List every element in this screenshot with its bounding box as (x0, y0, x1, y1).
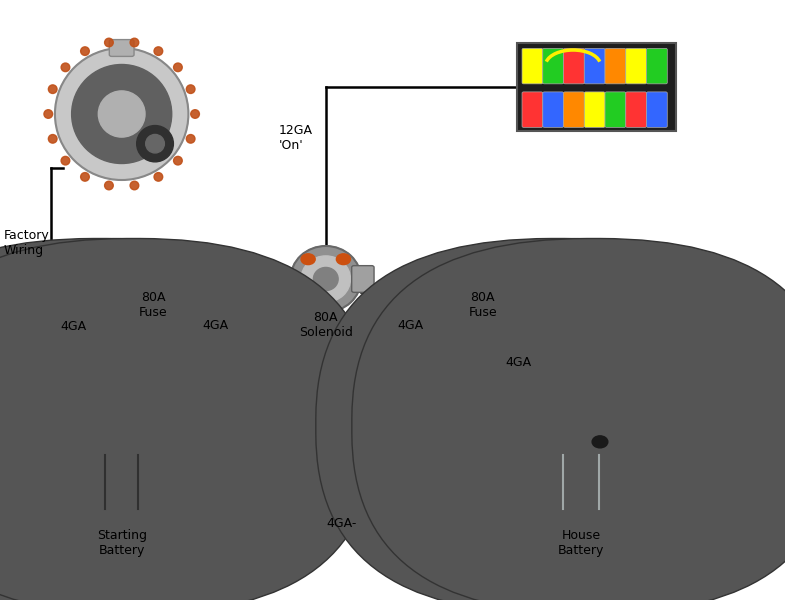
Ellipse shape (146, 134, 164, 153)
FancyBboxPatch shape (0, 238, 375, 600)
FancyBboxPatch shape (584, 49, 605, 84)
FancyBboxPatch shape (522, 49, 542, 84)
Ellipse shape (130, 181, 139, 190)
FancyBboxPatch shape (471, 330, 495, 342)
Ellipse shape (154, 47, 162, 55)
FancyBboxPatch shape (112, 319, 194, 353)
FancyBboxPatch shape (141, 330, 165, 342)
FancyBboxPatch shape (626, 92, 647, 127)
Ellipse shape (130, 38, 139, 47)
Ellipse shape (49, 85, 57, 94)
Ellipse shape (290, 246, 361, 312)
Ellipse shape (154, 173, 162, 181)
FancyBboxPatch shape (564, 49, 584, 84)
FancyBboxPatch shape (352, 238, 785, 600)
Ellipse shape (55, 48, 188, 180)
FancyBboxPatch shape (316, 238, 785, 600)
Ellipse shape (71, 64, 172, 163)
Text: Starting
Battery: Starting Battery (97, 529, 147, 557)
FancyBboxPatch shape (70, 428, 173, 455)
Ellipse shape (98, 91, 145, 137)
Text: 4GA: 4GA (203, 319, 229, 332)
Ellipse shape (49, 134, 57, 143)
FancyBboxPatch shape (564, 92, 584, 127)
FancyBboxPatch shape (352, 266, 374, 292)
Ellipse shape (81, 47, 89, 55)
FancyBboxPatch shape (605, 92, 626, 127)
FancyBboxPatch shape (109, 40, 134, 56)
FancyBboxPatch shape (605, 49, 626, 84)
FancyBboxPatch shape (442, 319, 524, 353)
Ellipse shape (104, 181, 113, 190)
FancyBboxPatch shape (122, 326, 184, 346)
Text: 4GA: 4GA (505, 356, 531, 370)
FancyBboxPatch shape (69, 428, 173, 514)
Ellipse shape (104, 38, 113, 47)
Text: 80A
Fuse: 80A Fuse (139, 291, 167, 319)
Ellipse shape (191, 110, 199, 118)
Ellipse shape (186, 85, 195, 94)
FancyBboxPatch shape (522, 92, 542, 127)
Ellipse shape (173, 63, 182, 71)
FancyBboxPatch shape (647, 49, 667, 84)
Circle shape (592, 436, 608, 448)
Ellipse shape (61, 63, 70, 71)
Ellipse shape (44, 110, 53, 118)
Text: 80A
Solenoid: 80A Solenoid (299, 311, 352, 339)
FancyBboxPatch shape (626, 49, 647, 84)
FancyBboxPatch shape (526, 428, 636, 455)
Text: Factory
Wiring: Factory Wiring (4, 229, 49, 257)
Text: House
Battery: House Battery (557, 529, 604, 557)
FancyBboxPatch shape (524, 428, 637, 514)
Text: 80A
Fuse: 80A Fuse (469, 291, 497, 319)
Text: 4GA: 4GA (397, 319, 423, 332)
Text: 4GA-: 4GA- (327, 517, 356, 530)
FancyBboxPatch shape (542, 49, 564, 84)
FancyBboxPatch shape (584, 92, 605, 127)
Ellipse shape (186, 134, 195, 143)
FancyBboxPatch shape (451, 326, 514, 346)
Ellipse shape (137, 125, 173, 162)
FancyBboxPatch shape (517, 43, 676, 131)
Ellipse shape (81, 173, 89, 181)
Text: 12GA
'On': 12GA 'On' (279, 124, 312, 152)
Ellipse shape (61, 157, 70, 165)
Ellipse shape (313, 268, 338, 290)
Text: 4GA: 4GA (60, 320, 86, 334)
Circle shape (301, 254, 315, 265)
FancyBboxPatch shape (542, 92, 564, 127)
FancyBboxPatch shape (0, 238, 342, 600)
Circle shape (336, 254, 350, 265)
Ellipse shape (173, 157, 182, 165)
FancyBboxPatch shape (647, 92, 667, 127)
Ellipse shape (301, 256, 350, 302)
